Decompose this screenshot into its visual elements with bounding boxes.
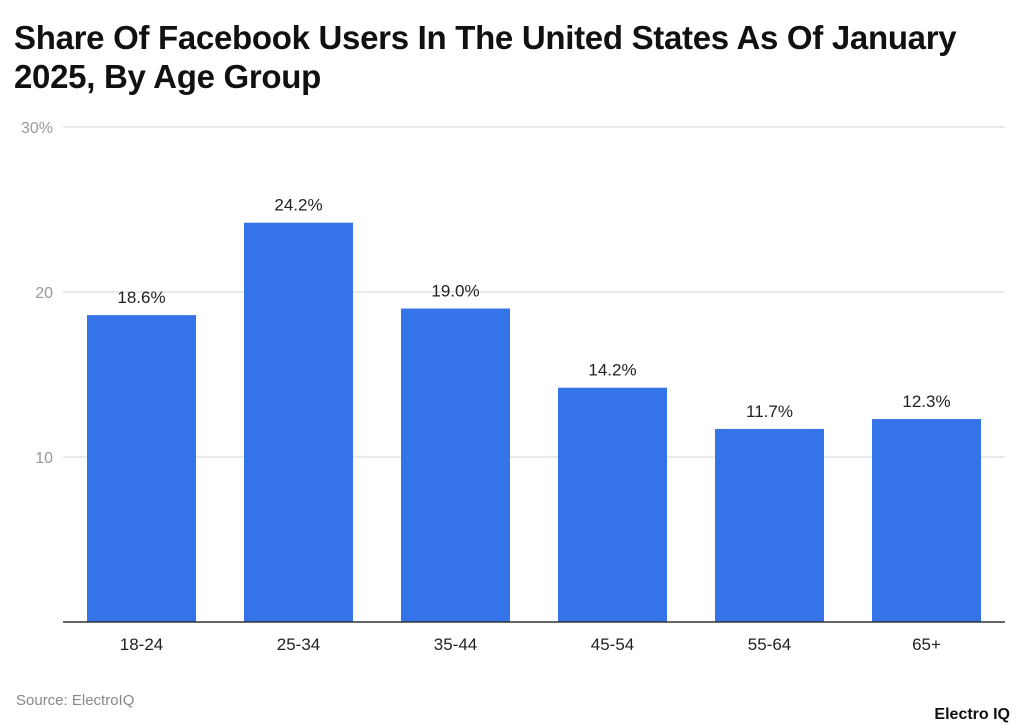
data-label: 24.2%	[274, 196, 322, 215]
x-tick-label: 18-24	[120, 635, 163, 654]
electroiq-logo: Electro IQ	[934, 706, 1010, 723]
x-tick-label: 45-54	[591, 635, 634, 654]
data-label: 12.3%	[902, 392, 950, 411]
x-tick-label: 65+	[912, 635, 941, 654]
data-label: 19.0%	[431, 282, 479, 301]
x-tick-label: 25-34	[277, 635, 320, 654]
bar-55-64	[715, 428, 824, 622]
bar-65+	[872, 419, 981, 622]
bar-25-34	[244, 222, 353, 622]
y-tick-label: 10	[35, 450, 53, 467]
data-label: 18.6%	[117, 288, 165, 307]
source-note: Source: ElectroIQ	[16, 692, 135, 709]
data-label: 11.7%	[746, 402, 793, 421]
x-tick-label: 35-44	[434, 635, 477, 654]
bar-45-54	[558, 387, 667, 622]
x-tick-label: 55-64	[748, 635, 791, 654]
bar-18-24	[87, 315, 196, 622]
bar-35-44	[401, 308, 510, 622]
y-tick-label: 30%	[21, 120, 53, 137]
chart-title: Share Of Facebook Users In The United St…	[14, 19, 957, 95]
y-tick-label: 20	[35, 285, 53, 302]
data-label: 14.2%	[588, 361, 636, 380]
